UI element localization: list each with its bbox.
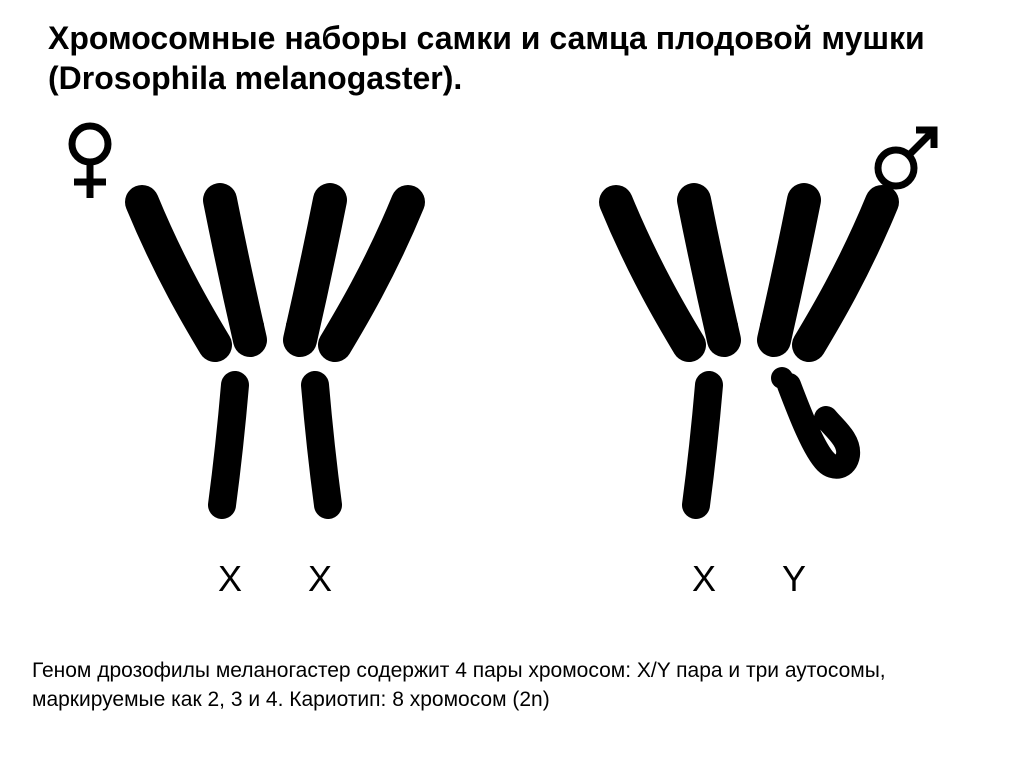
chrom-inner-right — [774, 200, 804, 340]
chrom-outer-right — [809, 202, 882, 345]
chrom-outer-left — [142, 202, 215, 345]
chrom-sex-left — [222, 385, 235, 505]
male-label-2: Y — [782, 558, 806, 600]
caption-text: Геном дрозофилы меланогастер содержит 4 … — [32, 657, 992, 714]
chrom-outer-right — [335, 202, 408, 345]
chrom-sex-right-y — [789, 385, 848, 467]
female-panel: X X — [60, 120, 490, 600]
female-label-1: X — [218, 558, 242, 600]
chrom-inner-left — [694, 200, 724, 340]
dot-chromosome-right — [286, 319, 298, 331]
dot-chromosome-left — [252, 319, 264, 331]
page-title: Хромосомные наборы самки и самца плодово… — [48, 18, 976, 98]
female-sex-labels: X X — [60, 558, 490, 600]
y-chrom-blob — [771, 367, 793, 389]
male-panel: X Y — [534, 120, 964, 600]
chrom-inner-left — [220, 200, 250, 340]
dot-chromosome-right — [760, 319, 772, 331]
dot-chromosome-left — [726, 319, 738, 331]
chrom-sex-left — [696, 385, 709, 505]
female-karyotype-icon — [60, 170, 490, 530]
chrom-sex-right — [315, 385, 328, 505]
male-sex-labels: X Y — [534, 558, 964, 600]
female-label-2: X — [308, 558, 332, 600]
male-karyotype-icon — [534, 170, 964, 530]
chrom-inner-right — [300, 200, 330, 340]
male-label-1: X — [692, 558, 716, 600]
chrom-outer-left — [616, 202, 689, 345]
